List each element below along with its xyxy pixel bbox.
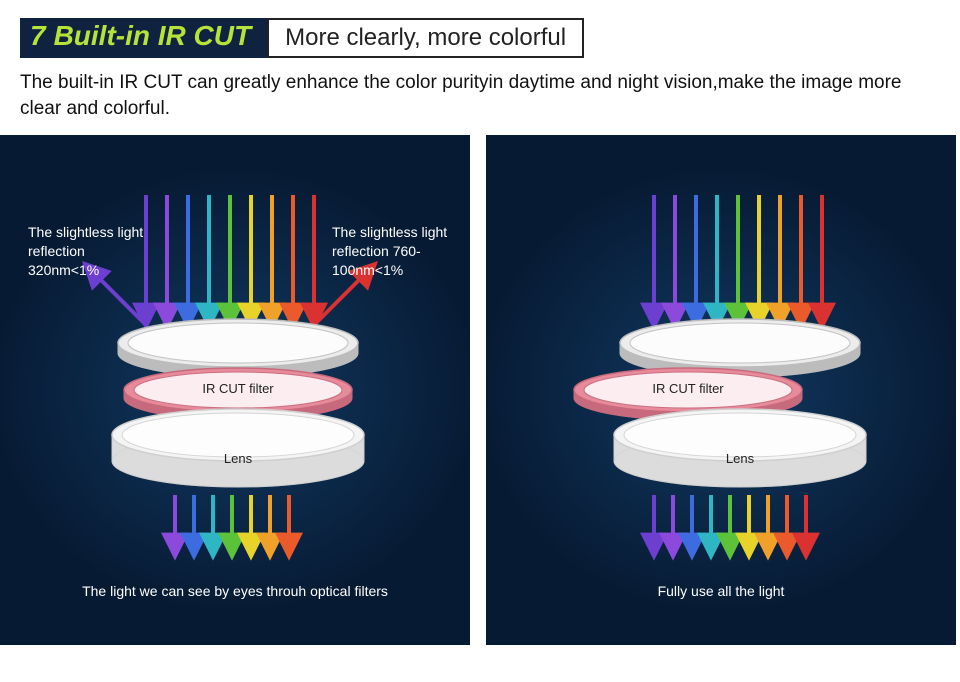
subtitle-text: More clearly, more colorful	[285, 24, 566, 52]
lens-label-right: Lens	[680, 451, 800, 466]
title-row: 7 Built-in IR CUT More clearly, more colo…	[20, 18, 940, 58]
caption-left: The light we can see by eyes throuh opti…	[0, 583, 470, 599]
subtitle-badge: More clearly, more colorful	[267, 18, 584, 58]
panel-left: The slightless light reflection 320nm<1%…	[0, 135, 470, 645]
caption-right: Fully use all the light	[486, 583, 956, 599]
lens-label-left: Lens	[178, 451, 298, 466]
title-badge: 7 Built-in IR CUT	[20, 18, 267, 58]
note-left-1: The slightless light reflection 320nm<1%	[28, 223, 158, 280]
note-left-2: The slightless light reflection 760-100n…	[332, 223, 470, 280]
title-text: Built-in IR CUT	[54, 20, 252, 51]
panel-right: IR CUT filter Lens Fully use all the lig…	[486, 135, 956, 645]
panels-row: The slightless light reflection 320nm<1%…	[0, 135, 960, 645]
description-text: The built-in IR CUT can greatly enhance …	[20, 70, 940, 121]
ircut-label-left: IR CUT filter	[178, 381, 298, 396]
title-number: 7	[30, 20, 46, 51]
ircut-label-right: IR CUT filter	[628, 381, 748, 396]
